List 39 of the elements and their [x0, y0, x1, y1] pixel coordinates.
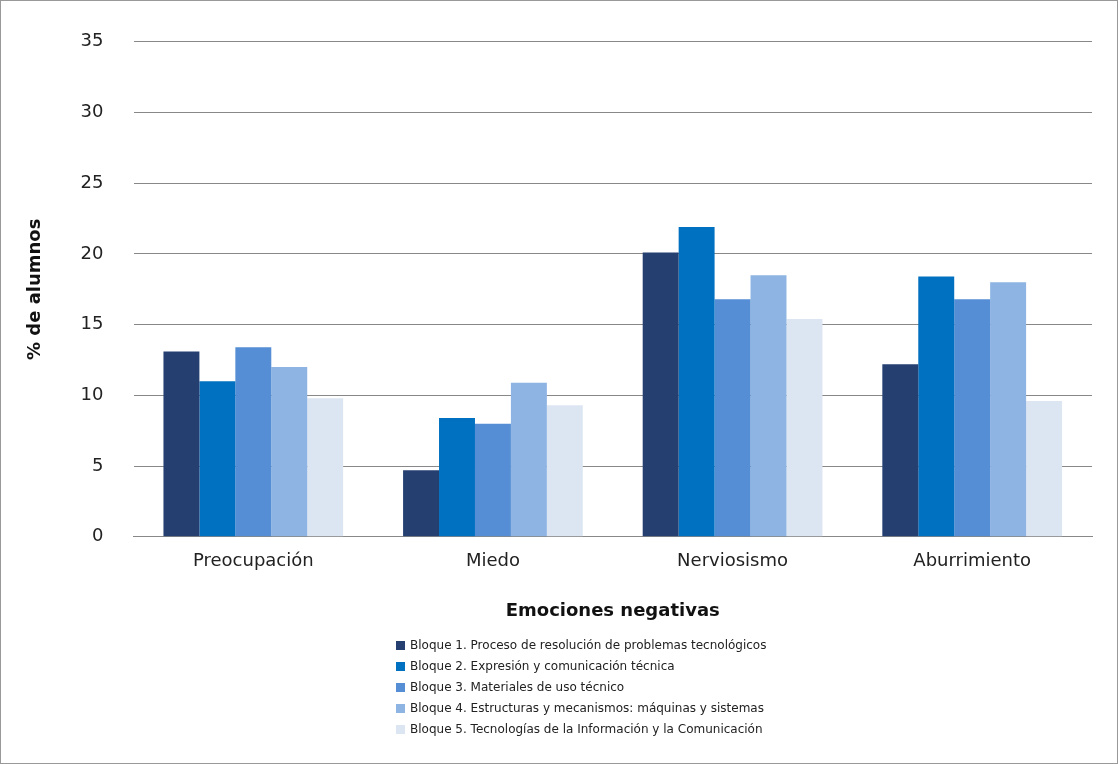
- y-tick-label: 5: [92, 453, 104, 475]
- y-tick-label: 15: [80, 312, 104, 334]
- x-tick-label: Preocupación: [192, 549, 314, 571]
- x-tick-label: Aburrimiento: [913, 549, 1032, 571]
- bar: [271, 367, 308, 537]
- bar: [163, 351, 200, 537]
- legend-label: Bloque 2. Expresión y comunicación técnica: [410, 658, 675, 675]
- y-axis-title: % de alumnos: [23, 218, 45, 361]
- bar: [882, 364, 919, 537]
- bar: [918, 276, 955, 537]
- y-tick-label: 35: [80, 29, 104, 51]
- bar: [474, 423, 511, 537]
- bar: [990, 282, 1027, 537]
- x-tick-label: Miedo: [465, 549, 520, 571]
- bar: [235, 347, 272, 537]
- legend-label: Bloque 5. Tecnologías de la Información y la Comunicación: [410, 721, 763, 738]
- y-tick-label: 10: [80, 383, 104, 405]
- bar: [1026, 401, 1063, 537]
- x-axis-title: Emociones negativas: [505, 598, 720, 620]
- y-tick-label: 25: [80, 170, 104, 192]
- bar: [439, 418, 475, 537]
- bar: [307, 398, 344, 537]
- y-tick-label: 30: [80, 100, 104, 122]
- y-tick-label: 20: [80, 241, 104, 263]
- bar: [678, 227, 715, 537]
- y-tick-label: 0: [92, 524, 104, 546]
- legend-label: Bloque 4. Estructuras y mecanismos: máquinas y sistemas: [410, 700, 764, 717]
- bar: [546, 405, 583, 537]
- bar: [954, 299, 991, 537]
- bar: [510, 382, 547, 537]
- bar: [642, 252, 679, 537]
- legend-label: Bloque 3. Materiales de uso técnico: [410, 679, 625, 696]
- x-tick-label: Nerviosismo: [677, 549, 789, 571]
- legend-label: Bloque 1. Proceso de resolución de problemas tecnológicos: [410, 637, 767, 654]
- bar: [750, 275, 787, 537]
- bar: [714, 299, 751, 537]
- bar: [403, 470, 440, 537]
- bar: [199, 381, 236, 537]
- bar: [786, 319, 823, 537]
